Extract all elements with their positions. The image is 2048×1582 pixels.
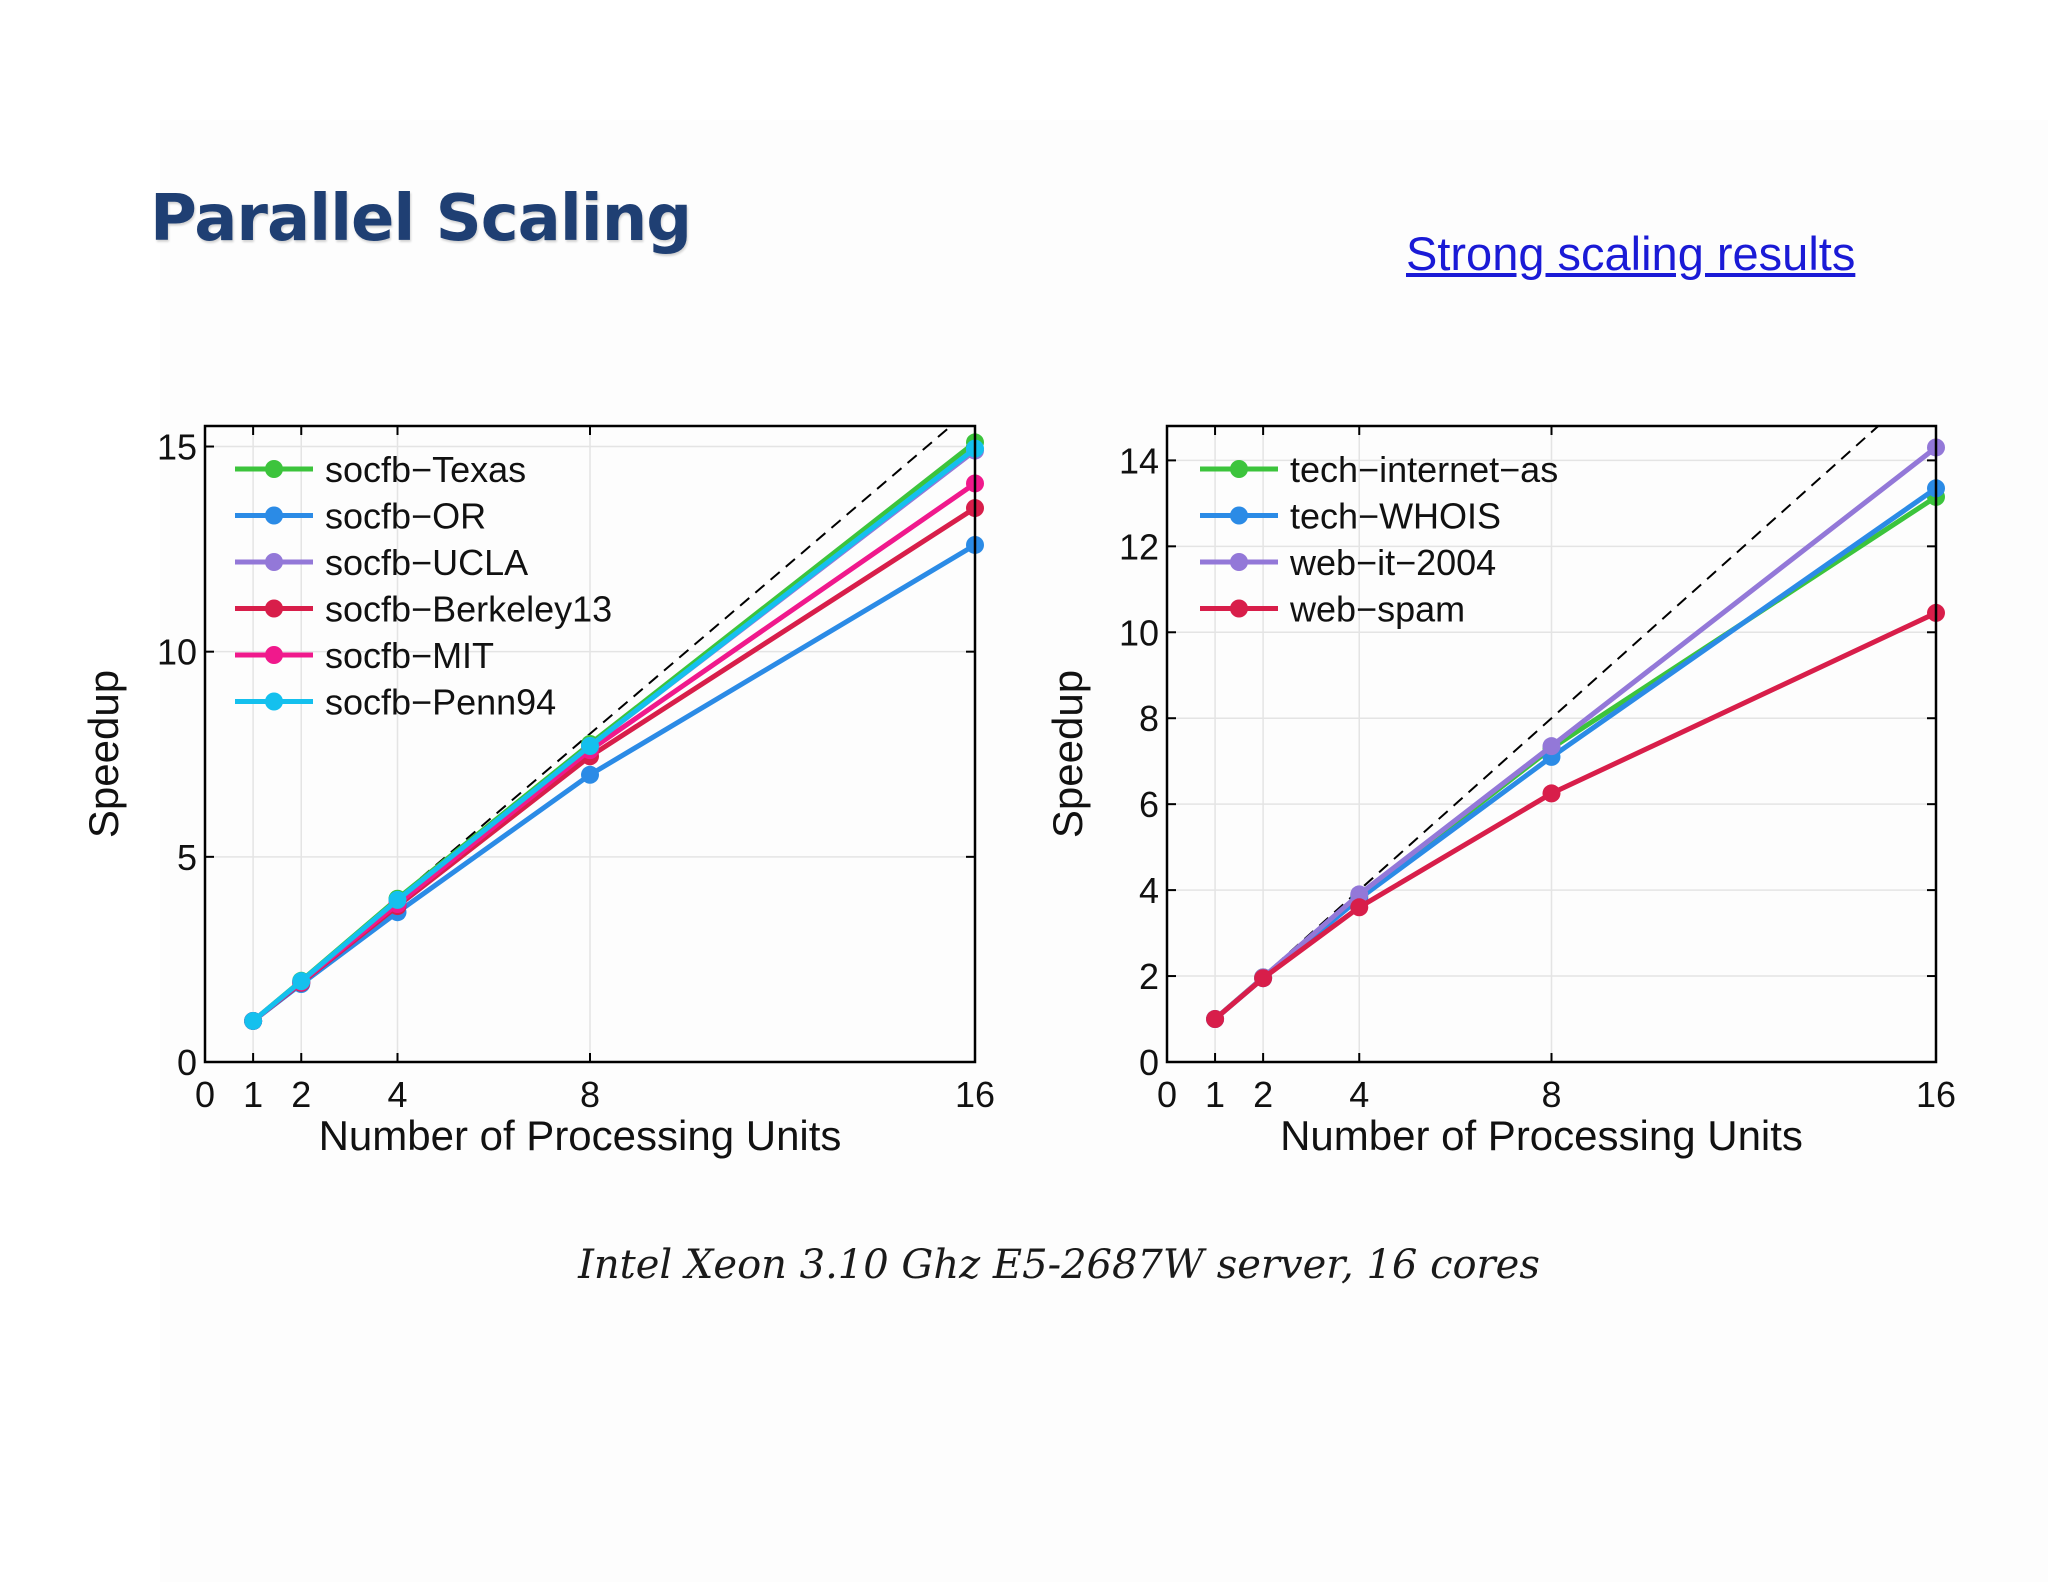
data-point [1542, 784, 1561, 803]
legend-swatch-marker [265, 599, 283, 618]
legend-label: socfb−MIT [325, 635, 494, 676]
y-tick-label: 0 [177, 1042, 197, 1083]
x-tick-label: 0 [1157, 1074, 1177, 1115]
legend-swatch-marker [265, 553, 283, 571]
y-tick-label: 6 [1139, 784, 1159, 825]
legend-label: web−spam [1289, 589, 1465, 630]
legend-swatch-marker [1230, 460, 1248, 478]
legend-label: tech−WHOIS [1290, 496, 1501, 537]
y-tick-label: 15 [157, 427, 197, 468]
series-line [251, 505, 977, 1023]
x-tick-label: 8 [580, 1074, 600, 1115]
slide-title: Parallel Scaling [150, 182, 692, 256]
strong-scaling-results-link[interactable]: Strong scaling results [1406, 227, 1856, 280]
x-tick-label: 4 [387, 1074, 407, 1115]
series-4 [1206, 603, 1945, 1029]
legend-label: socfb−Penn94 [325, 682, 556, 723]
legend-swatch-marker [1230, 506, 1248, 525]
series-6 [244, 439, 984, 1030]
y-tick-label: 10 [1119, 612, 1159, 653]
legend-swatch-marker [1230, 553, 1248, 571]
legend-label: socfb−UCLA [325, 542, 528, 583]
x-axis-label: Number of Processing Units [1280, 1112, 1803, 1159]
x-tick-label: 1 [1205, 1074, 1225, 1115]
series-line [1213, 610, 1938, 1021]
legend-swatch-marker [1230, 599, 1248, 618]
data-point [581, 765, 599, 784]
x-axis-label: Number of Processing Units [319, 1112, 842, 1159]
plot-frame [1165, 424, 1938, 1064]
y-tick-label: 2 [1139, 956, 1159, 997]
legend-swatch-marker [265, 460, 283, 478]
legend-label: socfb−Berkeley13 [325, 589, 612, 630]
x-tick-label: 1 [243, 1074, 263, 1115]
data-point [1350, 885, 1369, 904]
y-tick-label: 10 [157, 632, 197, 673]
data-point [581, 737, 599, 756]
data-point [244, 1011, 263, 1030]
x-tick-label: 4 [1349, 1074, 1369, 1115]
ideal-speedup-line [252, 426, 952, 1022]
x-tick-label: 2 [1253, 1074, 1273, 1115]
y-tick-label: 0 [1139, 1042, 1159, 1083]
x-tick-label: 16 [955, 1074, 995, 1115]
x-tick-label: 8 [1541, 1074, 1561, 1115]
legend-swatch-marker [265, 692, 283, 711]
data-point [292, 972, 311, 991]
data-point [1254, 969, 1273, 988]
y-axis-label: Speedup [1044, 670, 1091, 838]
data-point [388, 890, 407, 909]
hardware-caption: Intel Xeon 3.10 Ghz E5-2687W server, 16 … [578, 1242, 1540, 1288]
legend: socfb−Texas socfb−OR socfb−UCLA socfb−Berke… [235, 449, 612, 723]
y-tick-label: 12 [1119, 526, 1159, 567]
plot-frame [203, 424, 977, 1064]
legend-swatch-marker [265, 646, 283, 664]
legend-label: tech−internet−as [1290, 449, 1558, 490]
data-point [1542, 737, 1561, 756]
x-tick-label: 16 [1916, 1074, 1956, 1115]
legend-label: socfb−OR [325, 496, 486, 537]
x-tick-label: 0 [195, 1074, 215, 1115]
data-point [1350, 898, 1369, 917]
legend-swatch-marker [265, 506, 283, 525]
y-axis-label: Speedup [80, 670, 127, 838]
legend: tech−internet−as tech−WHOIS web−it−2004 web… [1200, 449, 1558, 630]
x-tick-label: 2 [291, 1074, 311, 1115]
y-tick-label: 4 [1139, 870, 1159, 911]
y-tick-label: 14 [1119, 440, 1159, 481]
slide-background [160, 120, 2048, 1582]
legend-label: web−it−2004 [1289, 542, 1496, 583]
y-tick-label: 5 [177, 837, 197, 878]
y-tick-label: 8 [1139, 698, 1159, 739]
data-point [1206, 1010, 1225, 1029]
legend-label: socfb−Texas [325, 449, 526, 490]
